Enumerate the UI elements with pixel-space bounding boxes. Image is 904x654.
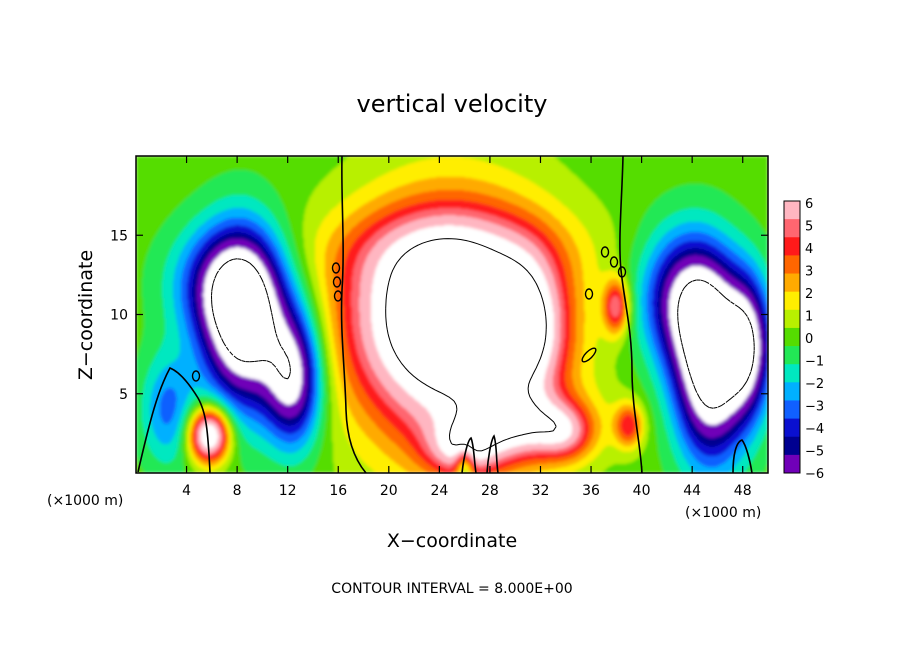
zero-contour-loop [584, 288, 594, 300]
colorbar-swatch [784, 327, 800, 347]
zero-contour-line [137, 366, 211, 473]
colorbar-swatch [784, 219, 800, 238]
colorbar-swatch [784, 382, 800, 401]
x-tick-label: 40 [633, 483, 651, 499]
x-tick-label: 44 [683, 483, 701, 499]
colorbar-label: 6 [805, 197, 813, 212]
colorbar-swatch [784, 400, 800, 420]
zero-contour-line [486, 434, 499, 473]
y-tick-label: 15 [110, 228, 128, 244]
colorbar-swatch [784, 201, 800, 220]
x-axis-ticks: 4 8 12 16 20 24 28 32 36 40 44 48 [182, 156, 752, 499]
colorbar-label: −4 [805, 422, 824, 437]
y-axis-label: Z−coordinate [75, 250, 97, 380]
y-axis-ticks: 5 10 15 [110, 228, 768, 403]
colorbar-swatch [784, 454, 800, 474]
velocity-field [136, 156, 768, 473]
colorbar-label: 4 [805, 242, 813, 257]
x-tick-label: 8 [233, 483, 242, 499]
zero-contour-loop [332, 276, 342, 288]
colorbar-label: −1 [805, 355, 824, 370]
zero-contour-line [619, 156, 643, 473]
colorbar-label: 3 [805, 265, 813, 280]
positive-contour-line [385, 238, 557, 452]
x-axis-label: X−coordinate [387, 530, 517, 552]
zero-contour-loop [331, 262, 341, 274]
x-tick-label: 12 [279, 483, 297, 499]
colorbar-label: −5 [805, 445, 824, 460]
colorbar-swatch [784, 346, 800, 365]
x-tick-label: 36 [582, 483, 600, 499]
zero-contour-loop [600, 246, 610, 258]
colorbar-label: 1 [805, 310, 813, 325]
chart-title: vertical velocity [357, 90, 548, 118]
colorbar-label: −6 [805, 467, 824, 482]
colorbar-label: −3 [805, 400, 824, 415]
x-tick-label: 32 [532, 483, 550, 499]
x-unit-right: (×1000 m) [685, 505, 761, 521]
colorbar-label: 0 [805, 332, 813, 347]
zero-contour-loop [581, 347, 597, 363]
y-tick-label: 10 [110, 308, 128, 324]
colorbar-swatch [784, 237, 800, 256]
colorbar-swatch [784, 309, 800, 329]
colorbar-label: 2 [805, 287, 813, 302]
zero-contour-loop [333, 290, 343, 302]
colorbar-swatch [784, 273, 800, 293]
contour-interval-note: CONTOUR INTERVAL = 8.000E+00 [331, 581, 572, 597]
zero-contour-loop [617, 266, 627, 278]
zero-contour-line [732, 439, 753, 473]
x-unit-left: (×1000 m) [47, 493, 123, 509]
x-tick-label: 20 [380, 483, 398, 499]
zero-contour-loop [609, 256, 619, 268]
colorbar: 6 5 4 3 2 1 0 −1 −2 −3 −4 −5 −6 [783, 197, 824, 482]
zero-contour-line [461, 436, 477, 473]
x-tick-label: 24 [430, 483, 448, 499]
contour-lines [137, 156, 755, 473]
zero-contour-loop [191, 370, 201, 382]
x-tick-label: 4 [182, 483, 191, 499]
y-tick-label: 5 [119, 387, 128, 403]
colorbar-frame [783, 200, 801, 474]
colorbar-swatch [784, 364, 800, 383]
x-tick-label: 28 [481, 483, 499, 499]
colorbar-swatch [784, 436, 800, 456]
colorbar-swatch [784, 291, 800, 311]
colorbar-label: 5 [805, 220, 813, 235]
velocity-field-image [136, 156, 768, 473]
x-tick-label: 48 [734, 483, 752, 499]
colorbar-label: −2 [805, 377, 824, 392]
negative-contour-line [211, 258, 755, 409]
zero-contour-line [340, 156, 367, 473]
colorbar-swatch [784, 418, 800, 438]
x-tick-label: 16 [329, 483, 347, 499]
colorbar-swatch [784, 255, 800, 275]
